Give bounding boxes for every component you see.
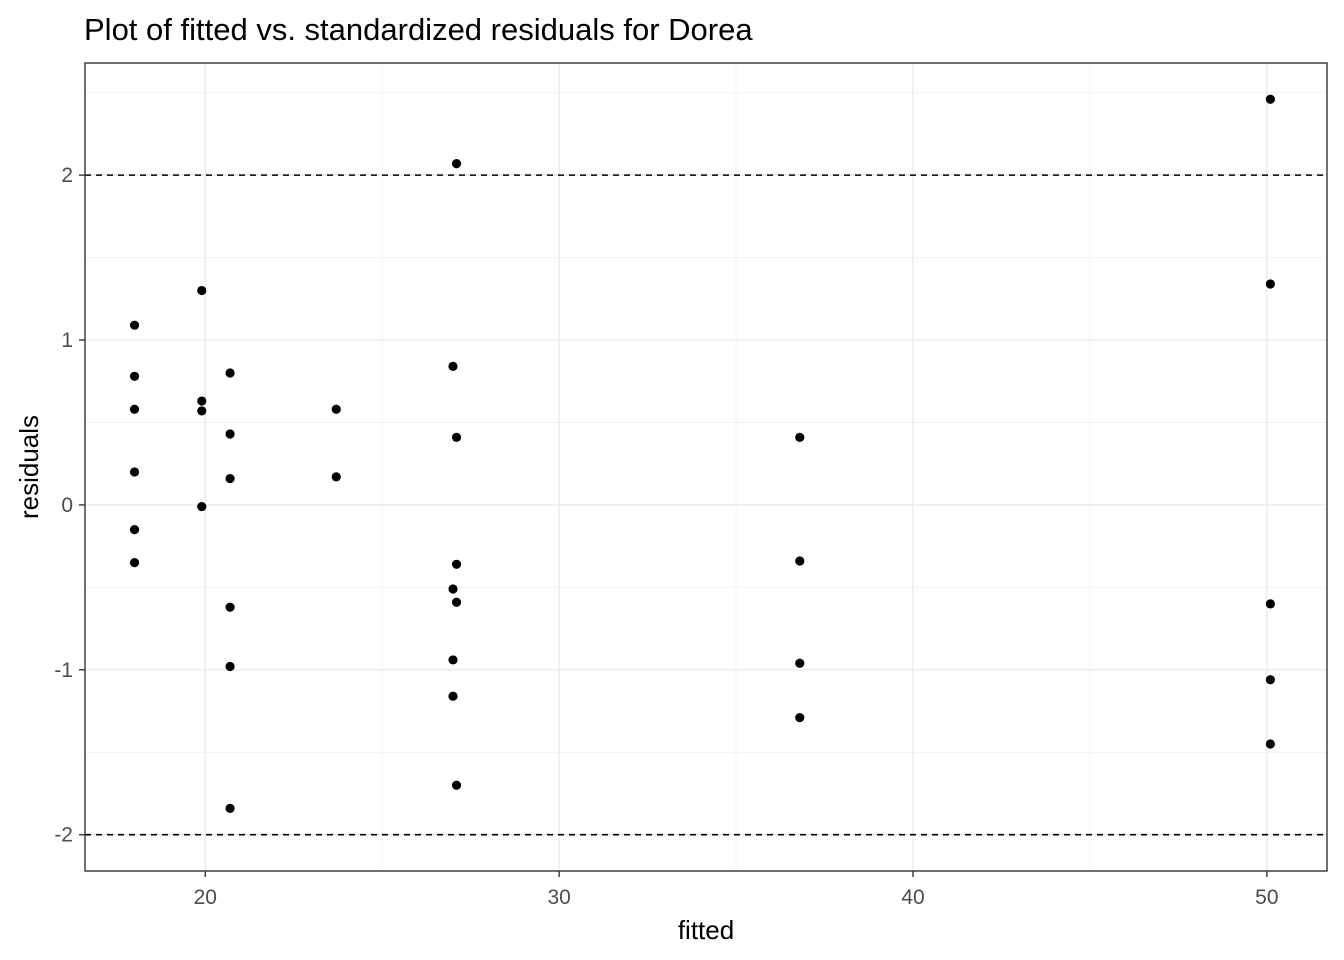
data-point — [129, 404, 140, 414]
data-point — [197, 501, 207, 512]
data-point — [129, 371, 140, 381]
data-points — [129, 94, 1275, 813]
data-point — [795, 432, 805, 442]
data-point — [225, 368, 235, 378]
data-point — [795, 713, 805, 723]
data-point — [451, 432, 462, 442]
data-point — [331, 472, 341, 482]
y-tick-label: 0 — [61, 494, 73, 517]
data-point — [448, 361, 458, 372]
data-point — [197, 396, 207, 406]
y-tick-label: 1 — [61, 329, 73, 352]
data-point — [225, 429, 235, 439]
minor-gridlines — [85, 63, 1327, 871]
data-point — [1265, 675, 1275, 685]
data-point — [795, 556, 805, 566]
x-tick-label: 20 — [194, 886, 217, 909]
data-point — [448, 655, 458, 665]
data-point — [225, 803, 235, 813]
data-point — [451, 597, 462, 607]
reference-lines — [85, 174, 1327, 836]
x-tick-label: 40 — [901, 886, 924, 909]
data-point — [225, 473, 235, 484]
data-point — [1265, 599, 1275, 609]
plot-panel-border — [84, 62, 1328, 872]
chart-title: Plot of fitted vs. standardized residual… — [84, 12, 753, 47]
data-point — [795, 658, 805, 668]
data-point — [448, 584, 458, 594]
data-point — [129, 467, 140, 477]
data-point — [451, 780, 462, 790]
data-point — [331, 404, 341, 414]
data-point — [451, 158, 462, 169]
data-point — [448, 691, 458, 701]
y-tick-label: -2 — [54, 824, 73, 847]
x-axis-title: fitted — [678, 915, 734, 945]
plot-panel-background — [85, 63, 1327, 871]
y-tick-label: -1 — [54, 659, 73, 682]
data-point — [129, 320, 140, 330]
data-point — [451, 559, 462, 569]
x-tick-label: 50 — [1255, 886, 1278, 909]
x-tick-label: 30 — [547, 886, 570, 909]
data-point — [1265, 739, 1275, 749]
y-axis-title: residuals — [14, 415, 44, 519]
data-point — [197, 406, 207, 416]
data-point — [1265, 94, 1275, 104]
data-point — [1265, 279, 1275, 289]
data-point — [129, 558, 140, 568]
data-point — [225, 661, 235, 672]
data-point — [225, 602, 235, 612]
data-point — [197, 285, 207, 296]
y-tick-label: 2 — [61, 164, 73, 187]
data-point — [129, 525, 140, 535]
y-axis-ticks: -2 -1 0 1 2 — [54, 164, 85, 847]
x-axis-ticks: 20 30 40 50 — [194, 871, 1279, 909]
